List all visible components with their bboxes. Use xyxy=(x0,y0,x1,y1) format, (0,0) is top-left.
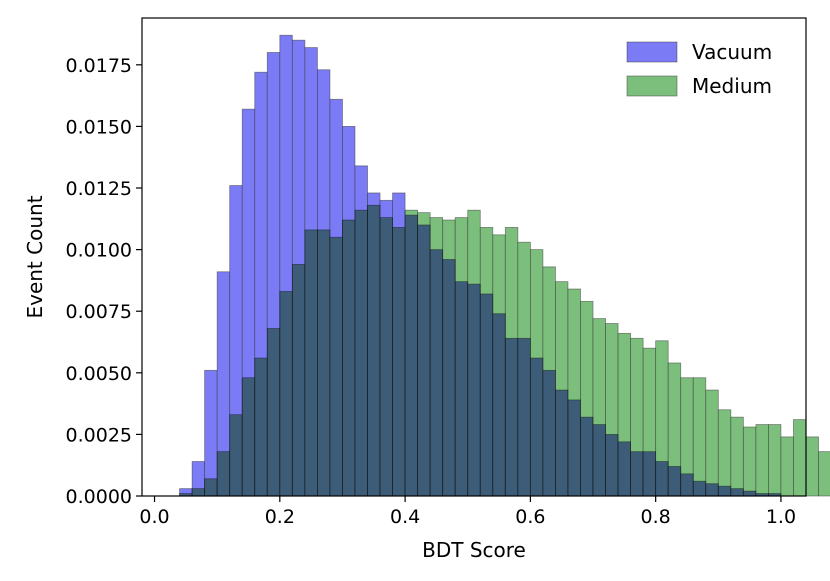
bar-medium-34 xyxy=(580,300,594,497)
y-tick-label-4: 0.0100 xyxy=(66,240,132,262)
bar-medium-31 xyxy=(542,266,556,497)
y-axis-label: Event Count xyxy=(23,195,47,318)
legend-label-vacuum: Vacuum xyxy=(692,40,772,64)
bar-medium-49 xyxy=(768,424,782,497)
bar-medium-4 xyxy=(204,478,218,497)
plot-frame xyxy=(141,17,807,497)
bar-medium-26 xyxy=(479,227,494,497)
bar-medium-16 xyxy=(354,209,368,497)
bar-medium-10 xyxy=(279,291,293,497)
y-tick-label-7: 0.0175 xyxy=(66,55,132,77)
bar-medium-50 xyxy=(780,436,794,497)
legend-label-medium: Medium xyxy=(692,74,772,98)
bar-medium-14 xyxy=(329,236,343,497)
y-tick-label-0: 0.0000 xyxy=(66,486,132,508)
x-axis-label: BDT Score xyxy=(422,538,526,562)
bar-medium-7 xyxy=(241,377,256,497)
bar-medium-24 xyxy=(454,217,469,497)
bar-vacuum-4 xyxy=(204,369,218,497)
bar-medium-45 xyxy=(717,409,732,497)
bar-medium-15 xyxy=(342,219,356,497)
bar-medium-20 xyxy=(404,209,419,497)
bar-medium-36 xyxy=(605,323,619,497)
bar-medium-44 xyxy=(705,389,719,497)
bar-medium-13 xyxy=(316,229,331,497)
bar-medium-29 xyxy=(517,241,531,497)
bar-medium-35 xyxy=(592,318,606,497)
legend: Vacuum Medium xyxy=(626,40,772,98)
legend-swatch-vacuum xyxy=(626,41,678,63)
y-tick-label-2: 0.0050 xyxy=(66,363,132,385)
bar-medium-5 xyxy=(216,451,231,497)
y-tick-label-6: 0.0150 xyxy=(66,116,132,138)
bar-medium-25 xyxy=(467,209,481,497)
bar-medium-3 xyxy=(191,488,206,497)
y-tick-label-1: 0.0025 xyxy=(66,424,132,446)
bar-medium-40 xyxy=(655,340,669,497)
bar-medium-21 xyxy=(417,212,431,497)
bar-medium-27 xyxy=(492,234,506,497)
bar-medium-41 xyxy=(667,362,682,497)
bar-medium-8 xyxy=(254,357,268,497)
bar-medium-48 xyxy=(755,424,769,497)
bar-medium-52 xyxy=(805,436,819,497)
y-tick-label-5: 0.0125 xyxy=(66,178,132,200)
bar-medium-23 xyxy=(442,219,456,497)
x-tick-label-5: 1.0 xyxy=(766,506,796,528)
bar-medium-17 xyxy=(367,204,381,497)
medium-bars xyxy=(179,204,830,497)
bar-medium-12 xyxy=(304,229,318,497)
bar-medium-47 xyxy=(742,426,757,497)
x-tick-label-0: 0.0 xyxy=(139,506,169,528)
bar-medium-42 xyxy=(680,377,694,497)
y-tick-label-3: 0.0075 xyxy=(66,301,132,323)
bar-medium-32 xyxy=(555,281,569,497)
bar-medium-51 xyxy=(793,419,807,497)
bar-medium-19 xyxy=(392,227,406,497)
x-tick-label-2: 0.4 xyxy=(390,506,420,528)
bar-medium-6 xyxy=(229,414,243,497)
axes: 0.0 0.2 0.4 0.6 0.8 1.0 0.0000 0.0025 0.0050 0.00… xyxy=(23,17,807,562)
bar-medium-37 xyxy=(617,332,632,497)
x-tick-label-3: 0.6 xyxy=(515,506,545,528)
legend-swatch-medium xyxy=(626,75,678,97)
x-tick-label-1: 0.2 xyxy=(265,506,295,528)
bar-medium-46 xyxy=(730,416,744,497)
bar-medium-9 xyxy=(266,328,281,497)
bar-medium-11 xyxy=(291,263,306,497)
bar-medium-38 xyxy=(630,337,644,497)
bar-medium-30 xyxy=(529,249,544,497)
bar-medium-39 xyxy=(642,347,657,497)
bar-medium-18 xyxy=(379,217,393,497)
bar-medium-22 xyxy=(429,217,444,497)
bar-medium-43 xyxy=(692,377,707,497)
bar-medium-53 xyxy=(818,451,830,497)
x-tick-label-4: 0.8 xyxy=(641,506,671,528)
bar-medium-28 xyxy=(504,227,519,497)
bar-medium-33 xyxy=(567,288,581,497)
